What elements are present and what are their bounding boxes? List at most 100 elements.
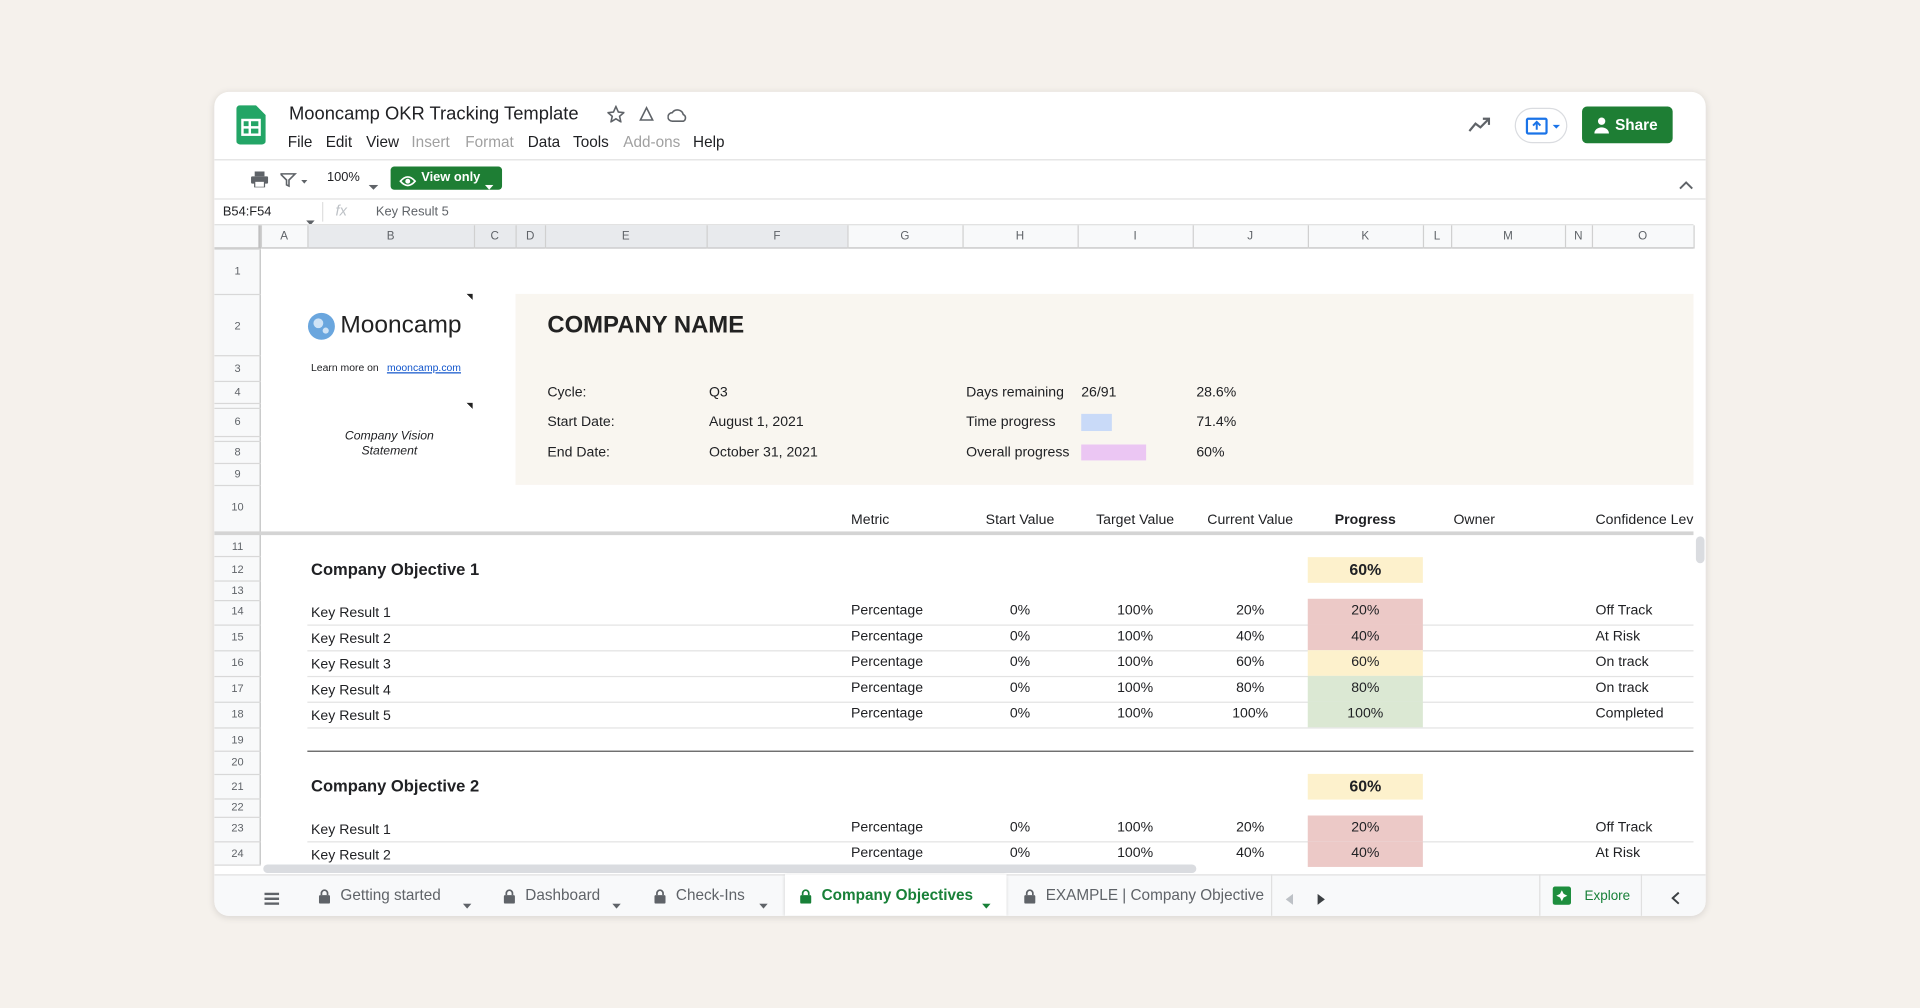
brand: Mooncamp: [340, 311, 462, 339]
row-header: 18: [231, 707, 244, 721]
present-button[interactable]: [1514, 107, 1568, 144]
share-button[interactable]: [1582, 106, 1673, 144]
key-result-cell: Percentage: [851, 680, 924, 696]
scroll-right-svg: [1317, 893, 1325, 905]
key-result-cell: 20%: [1351, 820, 1380, 836]
side-panel-toggle[interactable]: [1671, 889, 1680, 905]
key-result-cell: 40%: [1236, 846, 1265, 861]
lock-icon: [503, 888, 515, 904]
objective-divider: [307, 750, 1694, 752]
table-header: Metric: [851, 513, 890, 528]
column-header: F: [773, 229, 781, 244]
menu-item[interactable]: Insert: [411, 133, 450, 151]
column-header: B: [386, 229, 395, 244]
v-scroll-thumb[interactable]: [1695, 536, 1705, 564]
row-header: 19: [231, 733, 244, 746]
progress-cell: [1307, 701, 1423, 728]
progress-cell: [1307, 598, 1423, 625]
key-result-cell: 100%: [1232, 706, 1269, 722]
table-header: Owner: [1453, 513, 1495, 528]
menu-item[interactable]: Help: [693, 133, 725, 151]
cloud-icon[interactable]: [667, 107, 687, 123]
objective-progress: 60%: [1349, 776, 1382, 796]
row-divider: [214, 624, 261, 626]
fx-label: fx: [335, 202, 347, 220]
trend-icon[interactable]: [1468, 116, 1491, 133]
key-result-cell: At Risk: [1595, 629, 1641, 645]
menu-item[interactable]: View: [366, 133, 400, 151]
move-icon-svg: [639, 105, 654, 121]
row-header: 12: [231, 563, 244, 576]
row-divider: [214, 435, 261, 438]
zoom-caret: [368, 175, 379, 190]
filter-icon[interactable]: [278, 171, 309, 188]
key-result-name: Key Result 2: [311, 631, 391, 647]
view-only-label[interactable]: View only: [421, 170, 481, 185]
info-value: October 31, 2021: [708, 445, 818, 461]
scroll-right[interactable]: [1317, 889, 1325, 905]
view-only-button[interactable]: [390, 166, 503, 190]
tab-label[interactable]: EXAMPLE | Company Objective: [1045, 886, 1265, 904]
row-header: 24: [231, 847, 244, 860]
lock-icon: [800, 888, 812, 904]
menu-item[interactable]: Tools: [573, 133, 609, 151]
info-value: Q3: [708, 385, 728, 401]
explore-label[interactable]: Explore: [1584, 888, 1631, 904]
view-caret: [484, 175, 495, 190]
share-label[interactable]: Share: [1615, 116, 1658, 134]
active-tab[interactable]: [784, 874, 1007, 916]
column-header: H: [1015, 229, 1025, 244]
row-header: 9: [234, 467, 241, 481]
explore-icon: [1552, 886, 1572, 905]
table-header: Confidence Lev: [1595, 513, 1694, 528]
menu-item[interactable]: File: [287, 133, 313, 151]
row-divider: [214, 650, 261, 652]
scroll-left[interactable]: [1285, 889, 1294, 905]
menu-item[interactable]: Edit: [325, 133, 353, 151]
explore-icon-svg: [1552, 886, 1572, 905]
key-result-cell: 0%: [1009, 655, 1031, 670]
active-tab-label[interactable]: Company Objectives: [821, 886, 974, 904]
progress-cell: [1307, 650, 1423, 676]
learn-more-link[interactable]: mooncamp.com: [386, 361, 461, 374]
column-divider: [307, 225, 309, 249]
column-divider: [962, 225, 964, 249]
tab-label[interactable]: Check-Ins: [675, 886, 745, 904]
key-result-name: Key Result 5: [311, 708, 391, 724]
key-result-cell: 60%: [1351, 655, 1380, 670]
row-divider: [214, 462, 261, 465]
menu-item[interactable]: Format: [465, 133, 514, 151]
key-result-cell: Off Track: [1595, 603, 1653, 619]
cell-ref[interactable]: B54:F54: [222, 204, 272, 220]
key-result-cell: Completed: [1595, 706, 1664, 722]
lock-icon-svg: [654, 889, 666, 904]
row-header: 1: [234, 264, 241, 277]
all-sheets-icon[interactable]: [264, 889, 280, 905]
h-scroll-thumb[interactable]: [263, 864, 1197, 874]
tab-label[interactable]: Getting started: [340, 886, 441, 904]
zoom[interactable]: 100%: [326, 170, 360, 185]
table-header: Start Value: [985, 513, 1055, 528]
row-header: 16: [231, 656, 244, 669]
move-icon[interactable]: [638, 105, 655, 122]
tab-label[interactable]: Dashboard: [525, 886, 601, 904]
collapse-icon[interactable]: [1679, 174, 1694, 190]
menu-item[interactable]: Data: [527, 133, 561, 151]
row-divider: [214, 380, 261, 383]
row-header: 15: [231, 630, 244, 643]
column-header: G: [900, 229, 910, 244]
menu-item[interactable]: Add-ons: [623, 133, 681, 151]
key-result-cell: 40%: [1351, 629, 1380, 645]
key-result-cell: 100%: [1347, 706, 1384, 722]
star-icon[interactable]: [606, 104, 626, 124]
stat-label: Time progress: [966, 415, 1056, 430]
column-divider: [1192, 225, 1194, 249]
print-icon-svg: [251, 171, 269, 188]
explore-box[interactable]: [1539, 874, 1643, 916]
print-icon[interactable]: [251, 171, 269, 188]
key-result-cell: Off Track: [1595, 820, 1653, 836]
eye-icon-svg: [399, 176, 417, 187]
row-header: 2: [234, 319, 241, 332]
key-result-cell: 100%: [1117, 820, 1154, 836]
